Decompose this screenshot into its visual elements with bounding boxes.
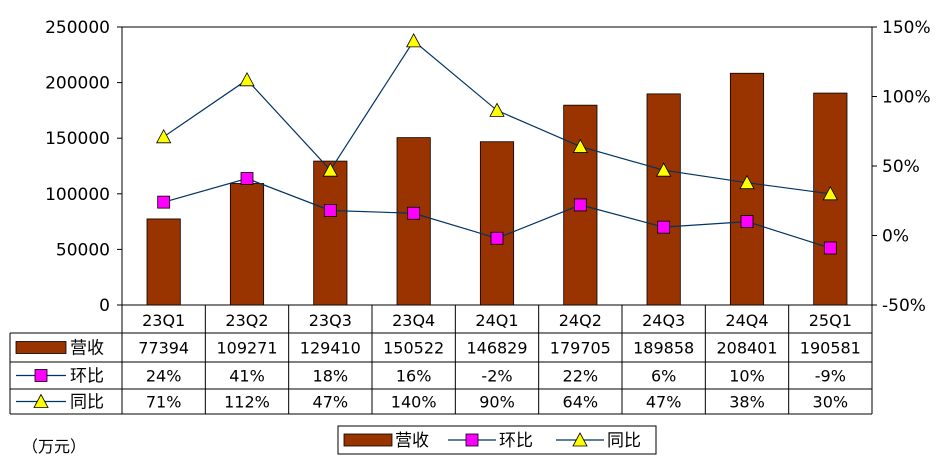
data-label: -2%: [481, 367, 512, 386]
triangle-marker: [572, 432, 588, 447]
data-label: 77394: [138, 339, 189, 358]
data-label: 90%: [479, 393, 515, 412]
triangle-marker: [655, 162, 672, 177]
square-marker: [573, 198, 587, 212]
series-name: 环比: [70, 367, 104, 387]
right-tick-label: 150%: [882, 18, 931, 38]
square-marker: [407, 206, 421, 220]
square-marker: [490, 231, 504, 245]
data-label: 38%: [729, 393, 765, 412]
category-label: 24Q4: [725, 311, 768, 330]
legend-label: 环比: [499, 431, 533, 451]
bar: [729, 72, 765, 306]
data-label: 47%: [646, 393, 682, 412]
square-marker: [657, 220, 671, 234]
square-marker: [157, 195, 171, 209]
left-axis-ticks: 0 50000 100000 150000 200000 250000: [45, 18, 122, 316]
triangle-marker: [739, 174, 755, 190]
data-table: 23Q1 23Q2 23Q3 23Q4 24Q1 24Q2 24Q3 24Q4 25Q1 营收 77…: [9, 305, 873, 415]
category-label: 23Q1: [142, 311, 185, 330]
series-name: 营收: [70, 339, 104, 359]
triangle-marker: [405, 33, 422, 48]
right-tick-label: -50%: [882, 296, 926, 316]
left-tick-label: 250000: [45, 18, 110, 38]
category-label: 23Q2: [225, 311, 268, 330]
data-label: 140%: [391, 393, 437, 412]
data-label: 10%: [729, 367, 765, 386]
data-label: 190581: [800, 339, 861, 358]
data-label: 71%: [146, 393, 182, 412]
square-marker: [740, 215, 754, 229]
bar-series: [146, 72, 848, 306]
right-axis-ticks: -50% 0% 50% 100% 150%: [872, 18, 931, 316]
left-tick-label: 50000: [56, 240, 110, 260]
data-label: 22%: [563, 367, 599, 386]
data-label: 30%: [813, 393, 849, 412]
square-marker: [465, 433, 479, 447]
square-marker: [240, 172, 254, 185]
legend: 营收 环比 同比: [337, 425, 657, 455]
bar: [313, 160, 348, 306]
bar: [146, 218, 181, 306]
left-tick-label: 100000: [45, 185, 110, 205]
line-series: [155, 33, 839, 255]
triangle-marker: [239, 71, 255, 87]
category-label: 23Q3: [309, 311, 352, 330]
bar-legend-key: [343, 433, 393, 447]
data-label: 6%: [651, 367, 676, 386]
data-label: 150522: [383, 339, 444, 358]
legend-label: 同比: [607, 431, 641, 451]
data-label: 47%: [313, 393, 349, 412]
unit-label: （万元）: [22, 437, 86, 456]
data-label: 64%: [563, 393, 599, 412]
right-tick-label: 100%: [882, 88, 931, 108]
legend-label: 营收: [395, 431, 429, 451]
series-name: 同比: [70, 393, 104, 413]
category-label: 24Q1: [475, 311, 518, 330]
data-label: 16%: [396, 367, 432, 386]
left-tick-label: 150000: [45, 129, 110, 149]
bar: [646, 93, 681, 306]
triangle-marker: [33, 393, 49, 408]
triangle-marker: [322, 162, 339, 177]
right-tick-label: 50%: [882, 157, 920, 177]
right-tick-label: 0%: [882, 227, 909, 247]
data-label: -9%: [815, 367, 846, 386]
square-marker: [34, 369, 48, 382]
data-label: 109271: [216, 339, 277, 358]
data-label: 24%: [146, 367, 182, 386]
category-label: 23Q4: [392, 311, 435, 330]
data-label: 189858: [633, 339, 694, 358]
bar: [229, 183, 265, 306]
triangle-marker: [155, 128, 172, 144]
square-marker: [323, 204, 337, 217]
data-label: 179705: [550, 339, 611, 358]
data-label: 18%: [313, 367, 349, 386]
left-tick-label: 0: [99, 296, 110, 316]
bar-legend-key: [15, 341, 67, 354]
data-label: 129410: [300, 339, 361, 358]
triangle-marker: [572, 138, 589, 153]
triangle-marker: [822, 185, 839, 201]
triangle-marker: [489, 102, 505, 117]
data-label: 208401: [716, 339, 777, 358]
square-marker: [823, 241, 837, 255]
category-label: 25Q1: [809, 311, 852, 330]
category-label: 24Q2: [559, 311, 602, 330]
bar: [396, 137, 431, 306]
left-tick-label: 200000: [45, 74, 110, 94]
bar: [479, 141, 515, 306]
data-label: 41%: [229, 367, 265, 386]
data-label: 146829: [466, 339, 527, 358]
data-label: 112%: [224, 393, 270, 412]
category-label: 24Q3: [642, 311, 685, 330]
